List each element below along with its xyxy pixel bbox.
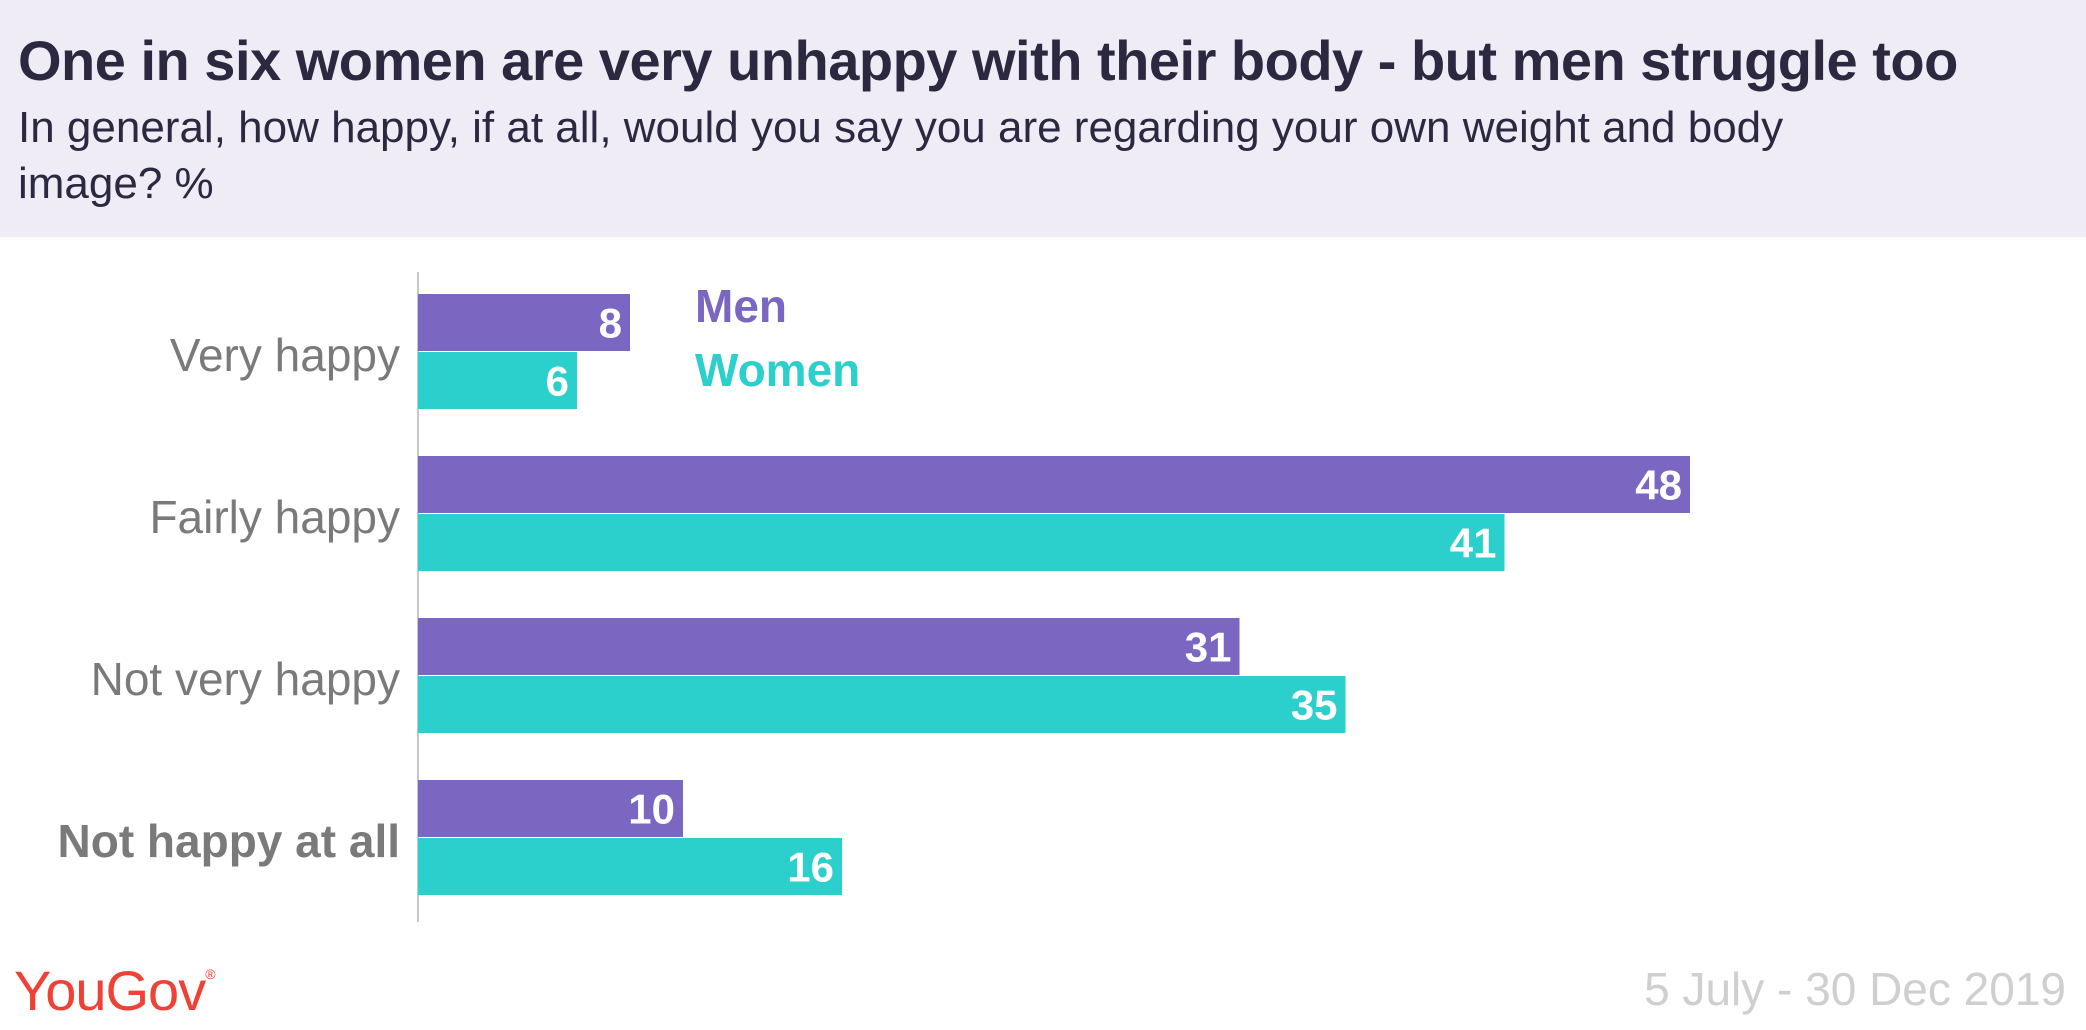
- category-label: Not happy at all: [58, 815, 400, 867]
- data-label-women: 41: [1450, 520, 1497, 567]
- legend-men: Men: [695, 280, 787, 332]
- bar-men: [418, 456, 1690, 513]
- category-label: Not very happy: [91, 653, 400, 705]
- bar-chart: Very happy 86 Fairly happy 48 41 Not very hap…: [58, 272, 1690, 922]
- logo-text: YouGov: [14, 959, 206, 1022]
- chart-subtitle: In general, how happy, if at all, would …: [18, 103, 1784, 208]
- bar-women: [418, 838, 842, 895]
- chart-title: One in six women are very unhappy with t…: [18, 29, 1958, 92]
- data-label-men: 48: [1635, 462, 1682, 509]
- bar-men: [418, 618, 1240, 675]
- date-range: 5 July - 30 Dec 2019: [1644, 963, 2066, 1015]
- bar-women: [418, 352, 577, 409]
- yougov-logo: YouGov®: [14, 958, 216, 1023]
- header-banner: One in six women are very unhappy with t…: [0, 0, 2086, 237]
- data-label-men: 31: [1185, 624, 1232, 671]
- legend-women: Women: [695, 344, 860, 396]
- data-label-men: 8: [599, 300, 622, 347]
- data-label-women: 16: [787, 844, 834, 891]
- bar-men: [418, 294, 630, 351]
- registered-mark: ®: [205, 966, 215, 982]
- bar-women: [418, 514, 1505, 571]
- category-label: Fairly happy: [149, 491, 400, 543]
- data-label-men: 10: [628, 786, 675, 833]
- category-label: Very happy: [170, 329, 400, 381]
- data-label-women: 35: [1291, 682, 1338, 729]
- data-label-women: 6: [546, 358, 569, 405]
- bar-men: [418, 780, 683, 837]
- bar-women: [418, 676, 1346, 733]
